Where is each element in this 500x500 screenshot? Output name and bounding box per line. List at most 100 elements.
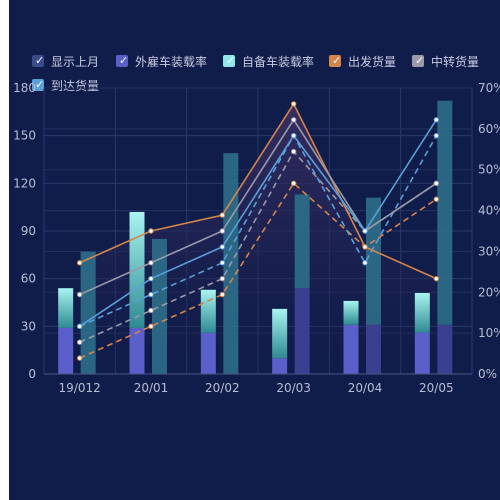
line-departure-last-month-point <box>219 291 226 298</box>
line-transfer-current-point <box>290 117 297 123</box>
line-arrival-current-point <box>76 323 83 330</box>
y-tick-label-right: 70% <box>478 81 500 95</box>
checkmark-icon: ✓ <box>332 54 342 67</box>
line-departure-last-month-point <box>76 355 83 361</box>
legend-item-transfer-volume[interactable]: ✓ 中转货量 <box>412 54 480 69</box>
bar-own-current <box>272 308 288 359</box>
y-tick-label-left: 30 <box>21 319 36 333</box>
y-tick-label-right: 40% <box>478 204 500 218</box>
y-tick-label-right: 30% <box>478 244 500 258</box>
line-arrival-current-point <box>148 275 154 282</box>
line-transfer-last-month-point <box>76 339 83 345</box>
bar-own-last-month <box>366 197 381 325</box>
y-tick-label-left: 180 <box>13 81 36 95</box>
legend-label-show-last-month: 显示上月 <box>51 54 100 69</box>
line-departure-last-month-point <box>148 323 154 330</box>
line-departure-last-month-point <box>290 180 297 187</box>
legend-swatch-arrival-volume: ✓ <box>32 79 44 91</box>
legend-label-arrival-volume: 到达货量 <box>51 78 100 93</box>
bar-own-current <box>200 289 216 333</box>
y-tick-label-right: 0% <box>478 367 497 381</box>
legend-label-departure-volume: 出发货量 <box>348 54 397 69</box>
legend-swatch-transfer-volume: ✓ <box>412 55 424 67</box>
checkmark-icon: ✓ <box>415 54 425 67</box>
legend-item-arrival-volume[interactable]: ✓ 到达货量 <box>32 78 100 93</box>
line-departure-current <box>79 102 437 280</box>
bar-own-current <box>129 211 145 328</box>
legend-swatch-departure-volume: ✓ <box>329 55 341 67</box>
line-arrival-current-point <box>290 132 297 139</box>
bar-own-current <box>414 292 430 333</box>
x-tick-label: 20/02 <box>205 381 240 395</box>
bar-outsourced-current <box>272 358 288 374</box>
line-arrival-last-month-point <box>219 260 226 266</box>
bar-own-last-month <box>437 100 453 325</box>
y-tick-label-right: 50% <box>478 163 500 177</box>
legend-item-departure-volume[interactable]: ✓ 出发货量 <box>329 54 397 69</box>
bar-outsourced-current <box>129 327 145 374</box>
line-departure-current-point <box>433 275 440 282</box>
bar-own-last-month <box>80 251 96 374</box>
line-arrival-current-point <box>219 244 226 250</box>
line-departure-current-point <box>290 101 297 107</box>
legend-item-own-load-rate[interactable]: ✓ 自备车装载率 <box>223 54 315 69</box>
legend-label-transfer-volume: 中转货量 <box>431 54 480 69</box>
y-tick-label-right: 20% <box>478 285 500 299</box>
line-departure-current-point <box>148 228 154 234</box>
bar-outsourced-last-month <box>366 324 381 374</box>
bar-outsourced-last-month <box>294 288 310 374</box>
line-departure-last-month-point <box>433 196 440 202</box>
line-transfer-current-point <box>76 291 83 298</box>
line-departure-last-month <box>79 182 437 359</box>
legend-swatch-outsourced-load-rate: ✓ <box>116 55 128 67</box>
legend: ✓ 显示上月 ✓ 外雇车装载率 ✓ 自备车装载率 ✓ 出发货量 ✓ 中转货量 ✓… <box>0 0 500 100</box>
checkmark-icon: ✓ <box>226 54 236 67</box>
bar-own-last-month <box>294 194 310 289</box>
line-transfer-last-month-point <box>290 148 297 155</box>
x-tick-label: 19/012 <box>59 381 101 395</box>
x-tick-label: 20/04 <box>348 381 383 395</box>
line-arrival-current-point <box>362 228 368 234</box>
checkmark-icon: ✓ <box>119 54 129 67</box>
line-departure-current-point <box>76 260 83 266</box>
line-transfer-current-point <box>219 228 226 234</box>
bar-outsourced-current <box>200 332 216 374</box>
line-arrival-last-month <box>79 134 438 328</box>
line-departure-current-point <box>219 212 226 218</box>
y-tick-label-left: 120 <box>13 176 36 190</box>
bar-outsourced-last-month <box>437 324 453 374</box>
legend-item-show-last-month[interactable]: ✓ 显示上月 <box>32 54 100 69</box>
bar-outsourced-current <box>58 327 74 374</box>
legend-label-outsourced-load-rate: 外雇车装载率 <box>135 54 208 69</box>
y-tick-label-left: 0 <box>28 367 36 381</box>
bar-own-current <box>58 288 74 328</box>
legend-item-outsourced-load-rate[interactable]: ✓ 外雇车装载率 <box>116 54 208 69</box>
checkmark-icon: ✓ <box>35 54 45 67</box>
bar-outsourced-current <box>343 324 359 374</box>
legend-label-own-load-rate: 自备车装载率 <box>242 54 315 69</box>
line-transfer-current-point <box>148 260 154 266</box>
y-tick-label-right: 10% <box>478 326 500 340</box>
x-tick-label: 20/01 <box>134 381 169 395</box>
line-transfer-last-month-point <box>219 275 226 282</box>
legend-swatch-show-last-month: ✓ <box>32 55 44 67</box>
bar-outsourced-current <box>414 332 430 374</box>
y-tick-label-left: 90 <box>21 224 36 238</box>
legend-swatch-own-load-rate: ✓ <box>223 55 235 67</box>
line-arrival-last-month-point <box>362 260 368 266</box>
line-arrival-current-point <box>433 117 440 123</box>
y-tick-label-left: 60 <box>21 272 36 286</box>
line-transfer-current-point <box>433 180 440 187</box>
y-tick-label-left: 150 <box>13 129 36 143</box>
x-tick-label: 20/05 <box>419 381 454 395</box>
bar-own-current <box>343 300 359 325</box>
line-arrival-last-month-point <box>433 132 440 139</box>
line-arrival-current <box>79 119 438 327</box>
checkmark-icon: ✓ <box>35 78 45 91</box>
line-transfer-current <box>79 118 437 296</box>
line-arrival-last-month-point <box>148 291 154 298</box>
y-tick-label-right: 60% <box>478 122 500 136</box>
line-transfer-last-month-point <box>148 307 154 314</box>
x-tick-label: 20/03 <box>276 381 311 395</box>
